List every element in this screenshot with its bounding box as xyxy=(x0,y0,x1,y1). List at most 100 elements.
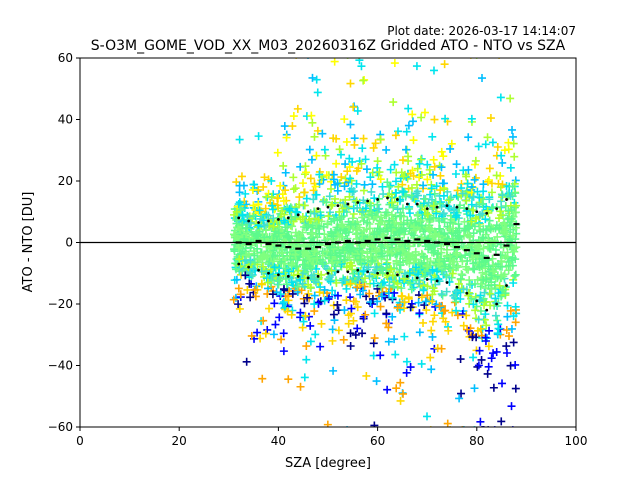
scatter-point xyxy=(302,355,311,364)
scatter-point xyxy=(409,223,418,232)
series-lower-mark xyxy=(247,265,251,269)
scatter-point xyxy=(299,317,308,326)
scatter-point xyxy=(232,219,241,228)
scatter-point xyxy=(308,229,317,238)
scatter-point xyxy=(305,254,314,263)
series-lower-mark xyxy=(366,270,370,274)
scatter-point xyxy=(426,190,435,199)
scatter-point xyxy=(269,222,278,231)
scatter-point xyxy=(359,134,368,143)
scatter-point xyxy=(267,176,276,185)
scatter-point xyxy=(421,267,430,276)
scatter-point xyxy=(358,329,367,338)
scatter-point xyxy=(263,252,272,261)
scatter-point xyxy=(503,301,512,310)
scatter-point xyxy=(317,270,326,279)
scatter-point xyxy=(369,143,378,152)
scatter-point xyxy=(384,337,393,346)
scatter-point xyxy=(235,181,244,190)
scatter-point xyxy=(502,224,511,233)
scatter-point xyxy=(392,177,401,186)
scatter-point xyxy=(278,190,287,199)
scatter-point xyxy=(260,233,269,242)
scatter-point xyxy=(346,342,355,351)
scatter-point xyxy=(404,152,413,161)
scatter-point xyxy=(353,303,362,312)
scatter-point xyxy=(382,309,391,318)
scatter-point xyxy=(484,281,493,290)
scatter-point xyxy=(268,205,277,214)
scatter-point xyxy=(367,187,376,196)
scatter-point xyxy=(252,231,261,240)
scatter-point xyxy=(327,266,336,275)
scatter-point xyxy=(251,292,260,301)
scatter-point xyxy=(279,298,288,307)
scatter-point xyxy=(427,275,436,284)
scatter-point xyxy=(298,323,307,332)
scatter-point xyxy=(306,321,315,330)
scatter-point xyxy=(254,200,263,209)
scatter-point xyxy=(250,285,259,294)
scatter-point xyxy=(489,349,498,358)
x-tick-label: 60 xyxy=(370,434,385,448)
scatter-point xyxy=(363,249,372,258)
scatter-point xyxy=(507,402,516,411)
scatter-point xyxy=(392,259,401,268)
scatter-point xyxy=(281,168,290,177)
scatter-point xyxy=(359,312,368,321)
scatter-point xyxy=(315,229,324,238)
scatter-point xyxy=(340,115,349,124)
scatter-point xyxy=(464,326,473,335)
series-upper-mark xyxy=(336,204,340,208)
scatter-point xyxy=(463,179,472,188)
scatter-point xyxy=(312,190,321,199)
series-upper-mark xyxy=(475,210,479,214)
series-upper-mark xyxy=(386,196,389,200)
scatter-point xyxy=(485,289,494,298)
scatter-point xyxy=(361,155,370,164)
scatter-point xyxy=(363,218,372,227)
plot-date: Plot date: 2026-03-17 14:14:07 xyxy=(387,24,576,38)
scatter-point xyxy=(429,155,438,164)
x-tick-label: 80 xyxy=(469,434,484,448)
scatter-point xyxy=(509,139,518,148)
scatter-point xyxy=(427,365,436,374)
scatter-point xyxy=(326,251,335,260)
scatter-point xyxy=(428,317,437,326)
scatter-point xyxy=(333,291,342,300)
scatter-point xyxy=(487,188,496,197)
scatter-point xyxy=(471,156,480,165)
scatter-point xyxy=(373,157,382,166)
scatter-point xyxy=(485,216,494,225)
scatter-point xyxy=(468,333,477,342)
scatter-point xyxy=(336,252,345,261)
scatter-point xyxy=(512,243,521,252)
scatter-point xyxy=(389,282,398,291)
scatter-point xyxy=(300,170,309,179)
scatter-point xyxy=(496,262,505,271)
scatter-point xyxy=(279,285,288,294)
scatter-point xyxy=(360,180,369,189)
scatter-point xyxy=(437,290,446,299)
scatter-point xyxy=(497,151,506,160)
scatter-point xyxy=(494,324,503,333)
scatter-point xyxy=(493,329,502,338)
series-lower-mark xyxy=(296,274,300,278)
scatter-point xyxy=(337,259,346,268)
scatter-point xyxy=(279,329,288,338)
scatter-point xyxy=(402,368,411,377)
scatter-point xyxy=(306,337,315,346)
scatter-point xyxy=(453,186,462,195)
scatter-point xyxy=(346,220,355,229)
series-upper-mark xyxy=(306,210,310,214)
scatter-point xyxy=(377,217,386,226)
scatter-point xyxy=(333,179,342,188)
scatter-point xyxy=(407,299,416,308)
scatter-point xyxy=(310,132,319,141)
scatter-point xyxy=(387,248,396,257)
scatter-point xyxy=(457,270,466,279)
scatter-point xyxy=(371,139,380,148)
scatter-point xyxy=(352,196,361,205)
scatter-point xyxy=(417,359,426,368)
scatter-point xyxy=(240,235,249,244)
